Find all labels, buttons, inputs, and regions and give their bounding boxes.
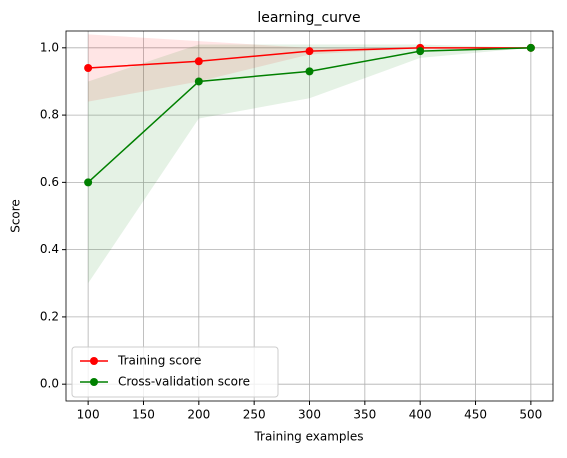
point [305,67,314,76]
x-tick-label: 400 [409,408,432,422]
y-axis-label: Score [9,199,23,233]
plot-area [84,34,535,284]
x-tick-label: 350 [353,408,376,422]
legend-box [71,346,279,398]
plot-frame [65,30,554,402]
y-tick-label: 0.2 [40,309,59,323]
y-tick-label: 0.8 [40,108,59,122]
std-band [88,44,531,284]
legend-label: Cross-validation score [118,375,250,389]
legend-marker [90,378,98,386]
x-tick-label: 100 [77,408,100,422]
point [194,57,203,66]
point [526,43,535,52]
y-tick-label: 1.0 [40,40,59,54]
point [84,64,93,72]
x-tick-label: 500 [519,408,542,422]
point [305,47,314,56]
std-band [88,34,531,102]
legend-label: Training score [117,354,201,368]
chart-title: learning_curve [257,10,360,26]
y-tick-label: 0.4 [40,242,59,256]
x-tick-label: 250 [243,408,266,422]
legend-marker [90,357,98,365]
y-tick-label: 0.6 [40,175,59,189]
point [84,178,93,187]
x-tick-label: 450 [464,408,487,422]
point [194,77,203,86]
x-axis-label: Training examples [253,430,363,444]
point [416,47,425,56]
y-tick-label: 0.0 [40,377,59,391]
x-tick-label: 150 [132,408,155,422]
x-tick-label: 300 [298,408,321,422]
x-tick-label: 200 [187,408,210,422]
